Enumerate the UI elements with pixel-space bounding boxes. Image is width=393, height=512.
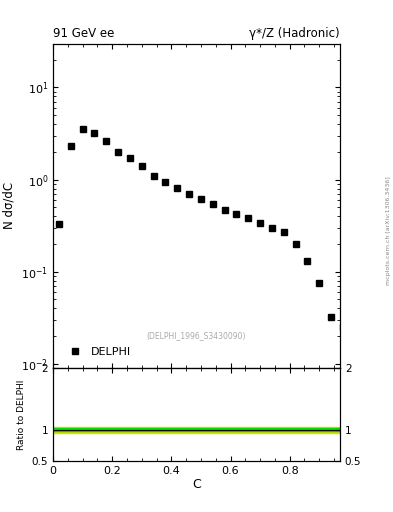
Legend: DELPHI: DELPHI <box>59 342 136 362</box>
Text: (DELPHI_1996_S3430090): (DELPHI_1996_S3430090) <box>147 331 246 340</box>
X-axis label: C: C <box>192 478 201 492</box>
Text: 91 GeV ee: 91 GeV ee <box>53 27 114 40</box>
Text: mcplots.cern.ch [arXiv:1306.3436]: mcplots.cern.ch [arXiv:1306.3436] <box>386 176 391 285</box>
Y-axis label: Ratio to DELPHI: Ratio to DELPHI <box>17 379 26 450</box>
Y-axis label: N dσ/dC: N dσ/dC <box>3 182 16 229</box>
Text: γ*/Z (Hadronic): γ*/Z (Hadronic) <box>249 27 340 40</box>
